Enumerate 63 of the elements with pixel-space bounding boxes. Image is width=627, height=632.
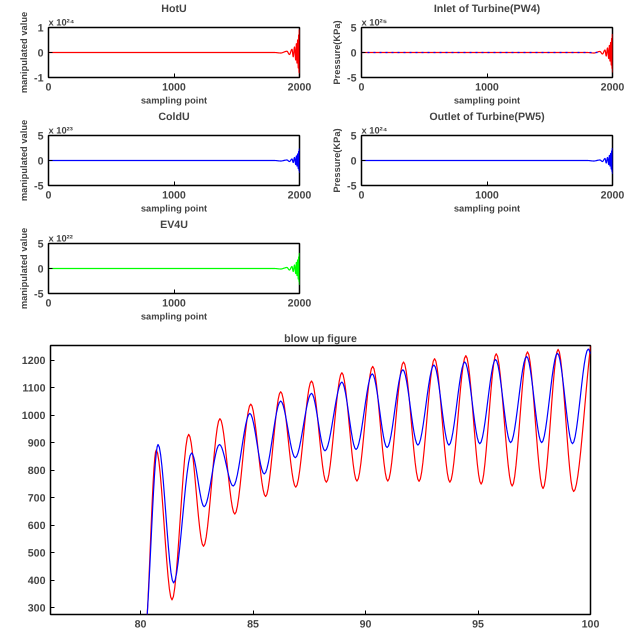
x-axis-title: sampling point bbox=[454, 96, 520, 106]
y-tick-label: -5 bbox=[34, 180, 44, 192]
y-tick-label: 1200 bbox=[22, 355, 46, 368]
x-tick-label: 1000 bbox=[162, 82, 186, 94]
y-tick-label: 0 bbox=[38, 156, 44, 168]
x-axis-title: sampling point bbox=[454, 204, 520, 214]
y-tick-label: 5 bbox=[38, 130, 44, 142]
y-axis-title: Pressure(KPa) bbox=[332, 128, 342, 193]
y-axis-title: manipulated value bbox=[19, 12, 30, 94]
x-tick-label: 0 bbox=[358, 82, 365, 94]
x-tick-label: 95 bbox=[472, 618, 484, 630]
y-tick-label: -1 bbox=[34, 72, 44, 84]
y-tick-label: 0 bbox=[350, 156, 357, 168]
x-tick-label: 0 bbox=[358, 190, 365, 202]
y-tick-label: -5 bbox=[347, 72, 357, 84]
y-tick-label: 1100 bbox=[22, 382, 46, 395]
y-axis-title: manipulated value bbox=[19, 228, 30, 310]
y-tick-label: 0 bbox=[38, 48, 44, 60]
x-axis-title: sampling point bbox=[140, 204, 208, 214]
y-axis-title: manipulated value bbox=[19, 120, 30, 202]
y-tick-label: 600 bbox=[28, 520, 46, 532]
x-axis-title: sampling point bbox=[140, 312, 208, 322]
annotation: x 10²⁴ bbox=[362, 126, 388, 136]
x-tick-label: 1000 bbox=[162, 298, 186, 310]
x-axis-title: sampling point bbox=[140, 96, 208, 106]
x-tick-label: 2000 bbox=[600, 190, 624, 202]
x-tick-label: 2000 bbox=[288, 190, 312, 202]
y-tick-label: -5 bbox=[347, 180, 357, 192]
chart-title: Outlet of Turbine(PW5) bbox=[429, 111, 546, 123]
y-tick-label: 1000 bbox=[22, 410, 46, 422]
chart-title: EV4U bbox=[160, 219, 188, 231]
x-tick-label: 80 bbox=[134, 618, 146, 630]
x-tick-label: 2000 bbox=[600, 82, 624, 94]
y-tick-label: 5 bbox=[350, 130, 357, 142]
chart-title: Inlet of Turbine(PW4) bbox=[434, 3, 541, 15]
y-tick-label: 5 bbox=[350, 22, 357, 34]
y-tick-label: 300 bbox=[28, 602, 46, 615]
annotation: x 10²⁴ bbox=[48, 18, 75, 28]
x-tick-label: 1000 bbox=[475, 82, 499, 94]
y-axis-title: Pressure(KPa) bbox=[332, 20, 342, 85]
x-tick-label: 1000 bbox=[162, 190, 186, 202]
y-tick-label: -5 bbox=[34, 288, 44, 300]
y-tick-label: 800 bbox=[28, 465, 46, 478]
x-tick-label: 2000 bbox=[288, 82, 312, 94]
y-tick-label: 500 bbox=[28, 548, 46, 560]
annotation: x 10²² bbox=[48, 234, 73, 244]
y-tick-label: 5 bbox=[38, 238, 44, 250]
x-tick-label: 90 bbox=[360, 618, 372, 630]
y-tick-label: 400 bbox=[28, 575, 46, 588]
chart-title: ColdU bbox=[158, 111, 190, 123]
y-tick-label: 900 bbox=[28, 438, 46, 450]
x-tick-label: 85 bbox=[247, 618, 259, 630]
y-tick-label: 0 bbox=[350, 48, 357, 60]
x-tick-label: 2000 bbox=[288, 298, 312, 310]
y-tick-label: 1 bbox=[38, 22, 44, 34]
x-tick-label: 1000 bbox=[475, 190, 499, 202]
y-tick-label: 0 bbox=[38, 264, 44, 276]
y-tick-label: 700 bbox=[28, 492, 46, 505]
annotation: x 10²⁵ bbox=[362, 18, 388, 28]
annotation: x 10²³ bbox=[48, 126, 73, 136]
x-tick-label: 100 bbox=[582, 618, 600, 630]
chart-title: HotU bbox=[161, 3, 188, 15]
chart-title: blow up figure bbox=[284, 333, 357, 345]
